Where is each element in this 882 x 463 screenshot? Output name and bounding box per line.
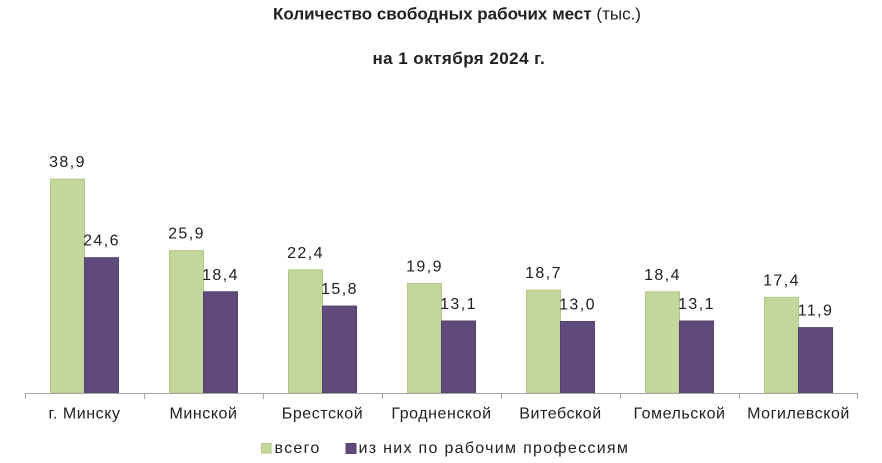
- svg-text:г. Минску: г. Минску: [48, 406, 120, 423]
- svg-text:Брестской: Брестской: [282, 406, 363, 423]
- svg-text:18,4: 18,4: [202, 267, 239, 284]
- svg-text:22,4: 22,4: [287, 245, 324, 262]
- svg-text:Витебской: Витебской: [519, 406, 601, 423]
- svg-text:15,8: 15,8: [321, 281, 358, 298]
- svg-text:25,9: 25,9: [168, 226, 205, 243]
- svg-text:13,1: 13,1: [440, 296, 477, 313]
- svg-text:19,9: 19,9: [406, 259, 443, 276]
- svg-text:Гомельской: Гомельской: [633, 406, 725, 423]
- svg-text:17,4: 17,4: [763, 272, 800, 289]
- svg-text:Минской: Минской: [170, 406, 238, 423]
- svg-text:всего: всего: [275, 440, 321, 457]
- svg-text:24,6: 24,6: [83, 233, 120, 250]
- svg-text:38,9: 38,9: [49, 154, 86, 171]
- svg-text:13,1: 13,1: [678, 296, 715, 313]
- svg-text:11,9: 11,9: [798, 303, 834, 320]
- svg-text:Могилевской: Могилевской: [747, 406, 850, 423]
- svg-text:18,4: 18,4: [644, 267, 681, 284]
- svg-text:на 1 октября 2024 г.: на 1 октября 2024 г.: [372, 49, 545, 68]
- svg-text:18,7: 18,7: [525, 265, 562, 282]
- svg-text:Гродненской: Гродненской: [391, 406, 491, 423]
- svg-text:Количество свободных рабочих м: Количество свободных рабочих мест (тыс.): [273, 5, 641, 24]
- svg-text:из них по рабочим профессиям: из них по рабочим профессиям: [359, 440, 630, 457]
- svg-text:13,0: 13,0: [559, 297, 596, 314]
